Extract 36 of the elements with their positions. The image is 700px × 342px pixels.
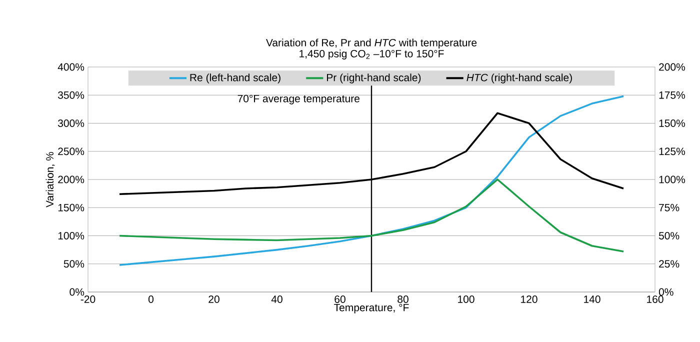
legend-label: Pr (right-hand scale) — [327, 74, 421, 84]
y-tick-label: 0% — [70, 288, 84, 296]
y-tick-label: 100% — [58, 232, 84, 240]
y2-tick-label: 175% — [659, 91, 686, 99]
y2-tick-label: 200% — [659, 63, 686, 71]
y2-tick-label: 100% — [659, 176, 686, 184]
y-axis-title: Variation, % — [46, 152, 55, 208]
x-tick-label: 80 — [398, 296, 408, 303]
y-tick-label: 200% — [58, 176, 84, 184]
y2-tick-label: 0% — [658, 288, 674, 296]
x-tick-label: 40 — [271, 296, 282, 303]
x-tick-label: 20 — [208, 296, 220, 303]
y-tick-label: 400% — [58, 63, 84, 71]
y2-tick-label: 150% — [659, 120, 686, 127]
y-tick-label: 250% — [58, 148, 84, 156]
y-tick-label: 300% — [58, 120, 84, 127]
y-tick-label: 350% — [58, 91, 84, 99]
legend-label: HTC (right-hand scale) — [466, 74, 572, 84]
x-axis-title: Temperature, °F — [334, 304, 409, 314]
y-tick-label: 50% — [64, 260, 84, 268]
legend-label: Re (left-hand scale) — [190, 74, 280, 84]
y-tick-label: 150% — [58, 204, 84, 212]
x-tick-label: 60 — [334, 296, 346, 303]
chart-title: Variation of Re, Pr and HTC with temperature — [266, 38, 477, 48]
ref-line-label: 70°F average temperature — [238, 94, 360, 104]
x-tick-label: 120 — [521, 296, 538, 303]
y2-tick-label: 75% — [659, 204, 680, 212]
x-tick-label: 100 — [458, 296, 474, 303]
y2-tick-label: 50% — [658, 232, 680, 240]
chart-subtitle: 1,450 psig CO$_{2}$ –10°F to 150°F — [300, 50, 444, 60]
y2-tick-label: 25% — [659, 260, 680, 268]
x-tick-label: -20 — [80, 296, 96, 303]
x-tick-label: 160 — [647, 296, 664, 303]
x-tick-label: 0 — [148, 296, 154, 303]
y2-tick-label: 125% — [659, 148, 686, 156]
x-tick-label: 140 — [584, 296, 600, 303]
